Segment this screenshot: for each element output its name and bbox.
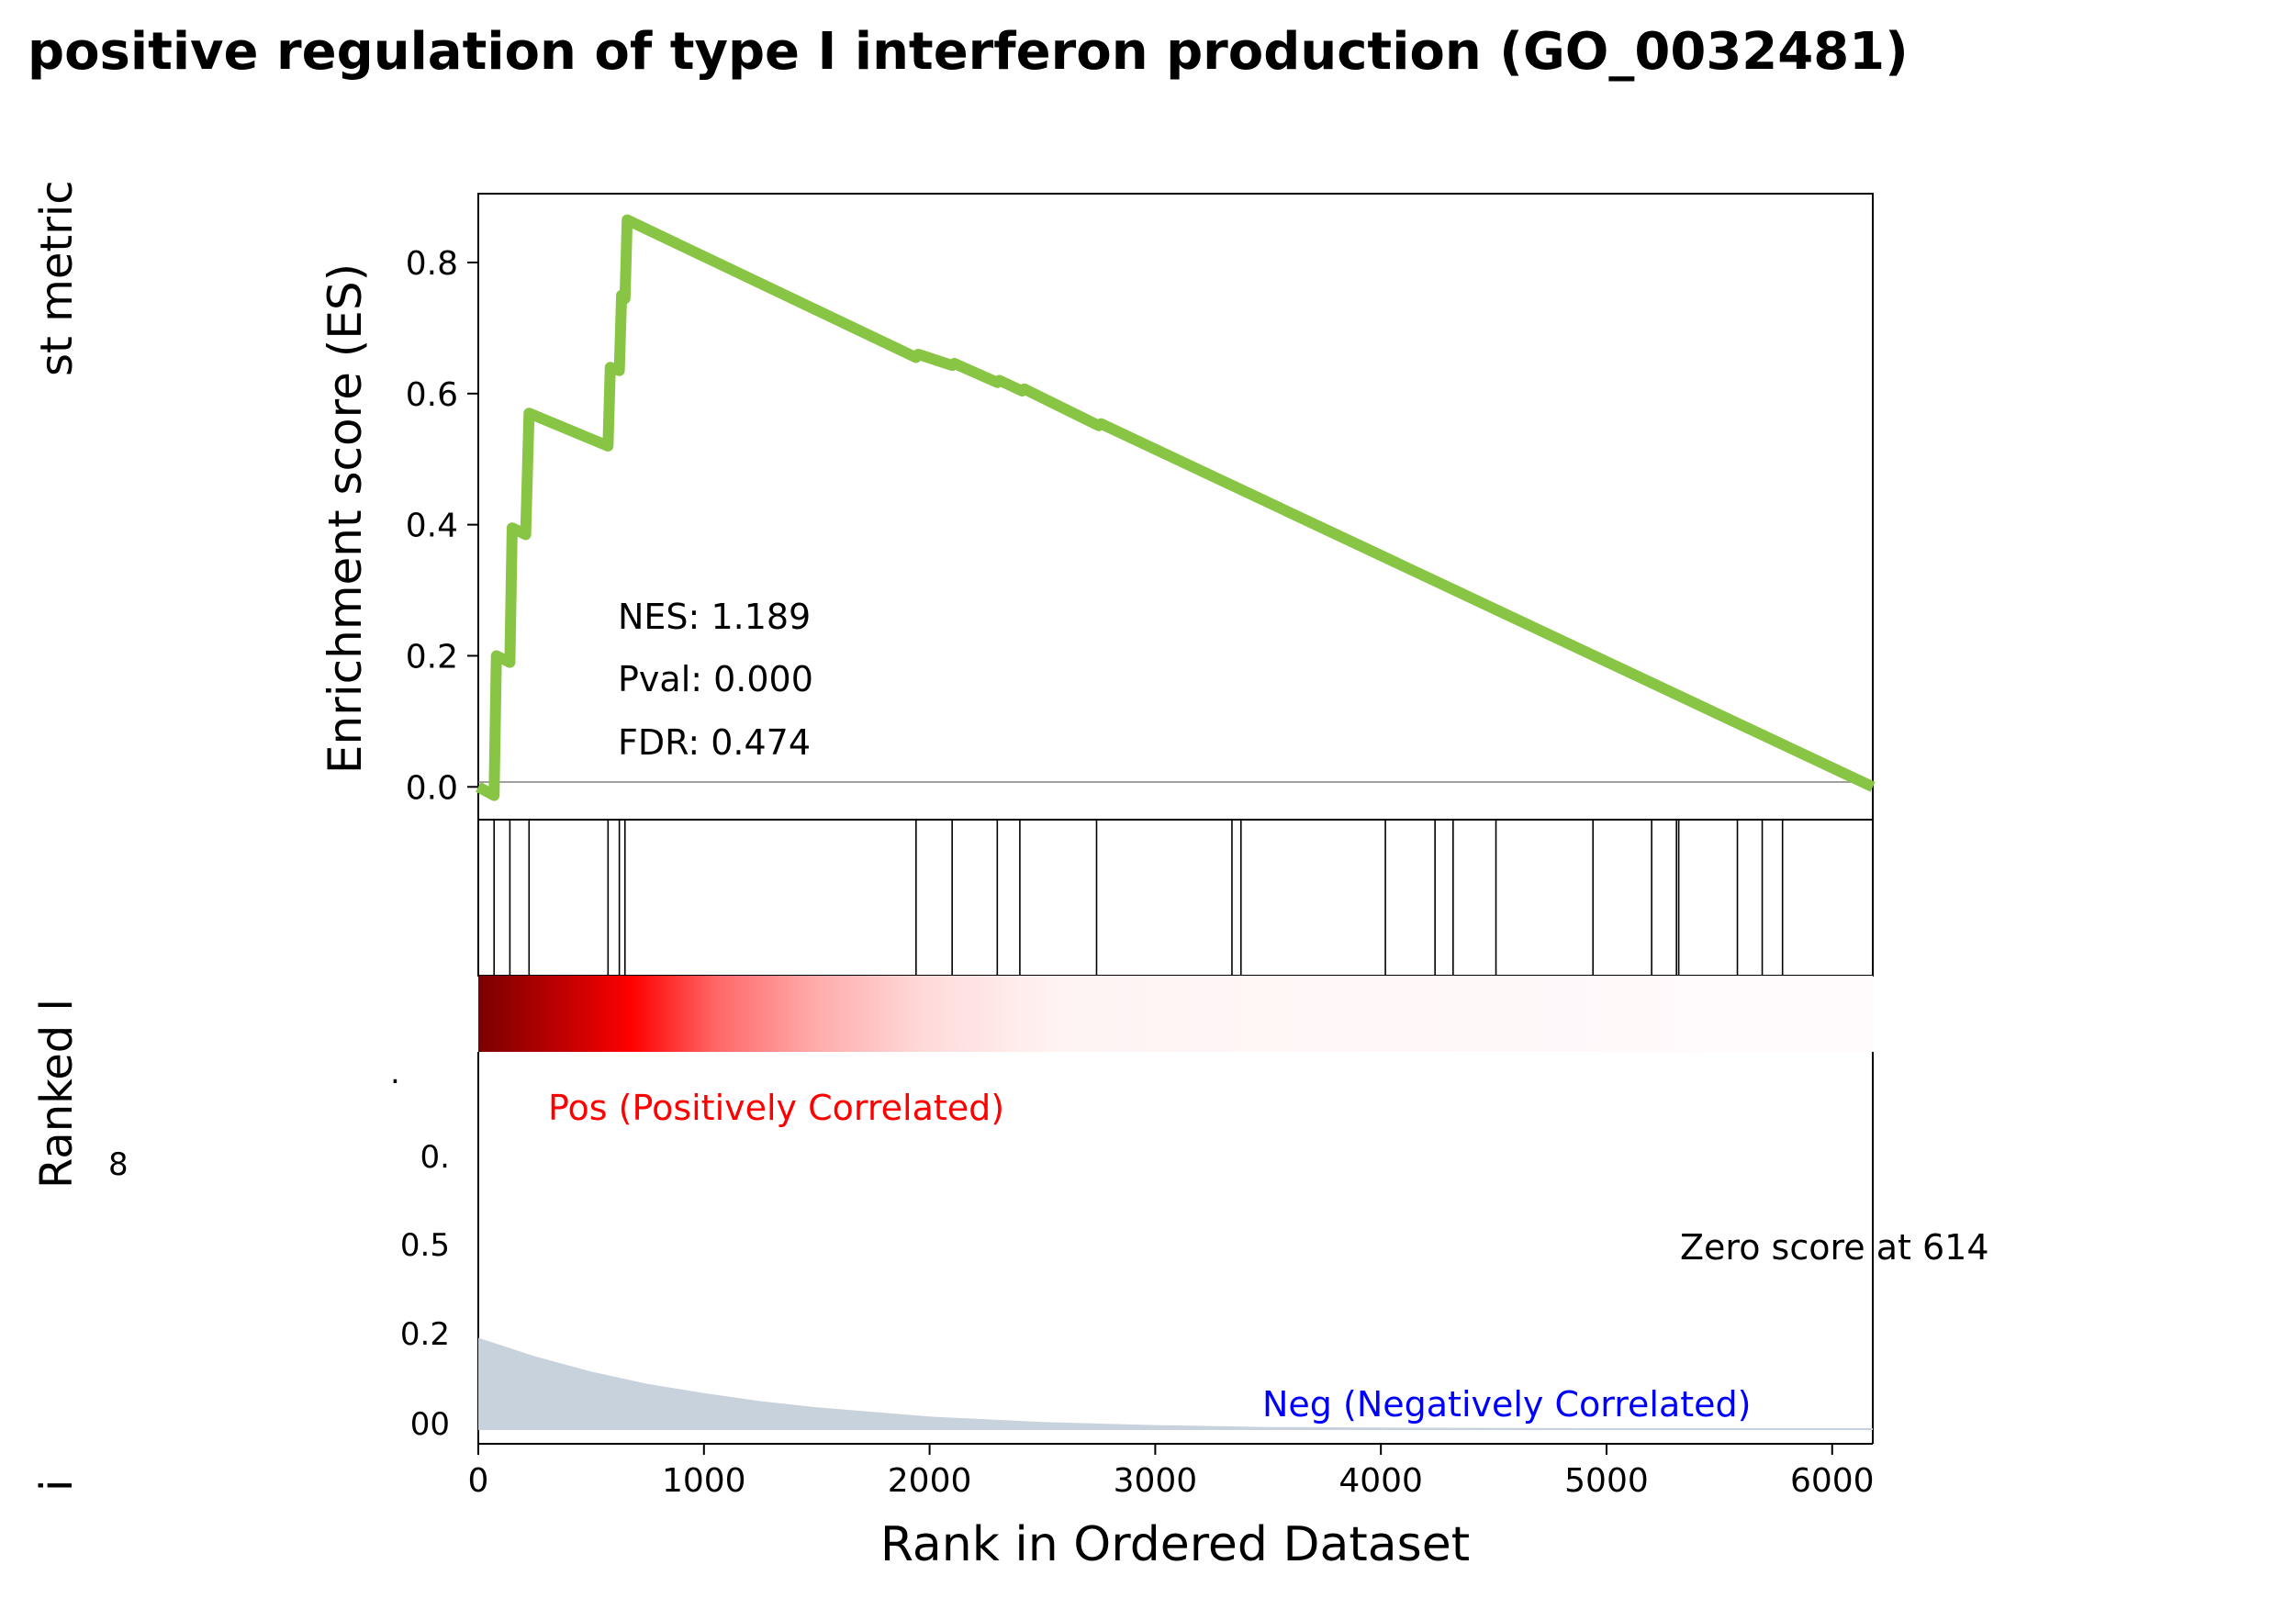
- rank-tick-fragment-eight: 8: [108, 1146, 129, 1183]
- rank-tick-label: 00: [410, 1406, 450, 1443]
- rank-tick-label: 0.5: [400, 1227, 450, 1264]
- x-tick-label: 4000: [1338, 1462, 1423, 1500]
- x-tick-label: 5000: [1564, 1462, 1649, 1500]
- zero-score-label: Zero score at 614: [1680, 1227, 1989, 1268]
- correlation-gradient-bar: [478, 976, 1873, 1052]
- es-curve: [476, 214, 1876, 801]
- es-tick-label: 0.6: [406, 376, 458, 414]
- pval-label: Pval: 0.000: [618, 659, 813, 699]
- rank-ylabel-fragment-bottom: i: [31, 1480, 83, 1492]
- x-tick-label: 2000: [888, 1462, 972, 1500]
- rank-ylabel-fragment-middle: Ranked l: [31, 999, 83, 1189]
- x-tick-label: 3000: [1114, 1462, 1198, 1500]
- chart-title: positive regulation of type I interferon…: [28, 22, 1909, 82]
- neg-label: Neg (Negatively Correlated): [1262, 1384, 1751, 1425]
- x-axis-label: Rank in Ordered Dataset: [880, 1517, 1470, 1572]
- rank-ylabel-fragment-top: st metric: [31, 180, 83, 376]
- rank-tick-label: 0.2: [400, 1316, 450, 1353]
- x-tick-label: 6000: [1790, 1462, 1875, 1500]
- fdr-label: FDR: 0.474: [618, 722, 811, 763]
- es-tick-label: 0.8: [406, 245, 458, 283]
- es-tick-label: 0.0: [406, 769, 458, 807]
- pos-label: Pos (Positively Correlated): [548, 1088, 1004, 1128]
- es-tick-label: 0.2: [406, 638, 458, 676]
- rank-tick-label: 0.: [420, 1139, 450, 1176]
- nes-label: NES: 1.189: [618, 597, 811, 637]
- x-tick-label: 0: [468, 1462, 489, 1500]
- es-axis-label: Enrichment score (ES): [319, 263, 372, 774]
- es-tick-label: 0.4: [406, 508, 458, 545]
- hits-panel-frame: [477, 819, 1874, 977]
- ranked-metric-area: [478, 1337, 1873, 1430]
- x-tick-label: 1000: [662, 1462, 746, 1500]
- rank-tick-fragment-dot: .: [390, 1055, 400, 1091]
